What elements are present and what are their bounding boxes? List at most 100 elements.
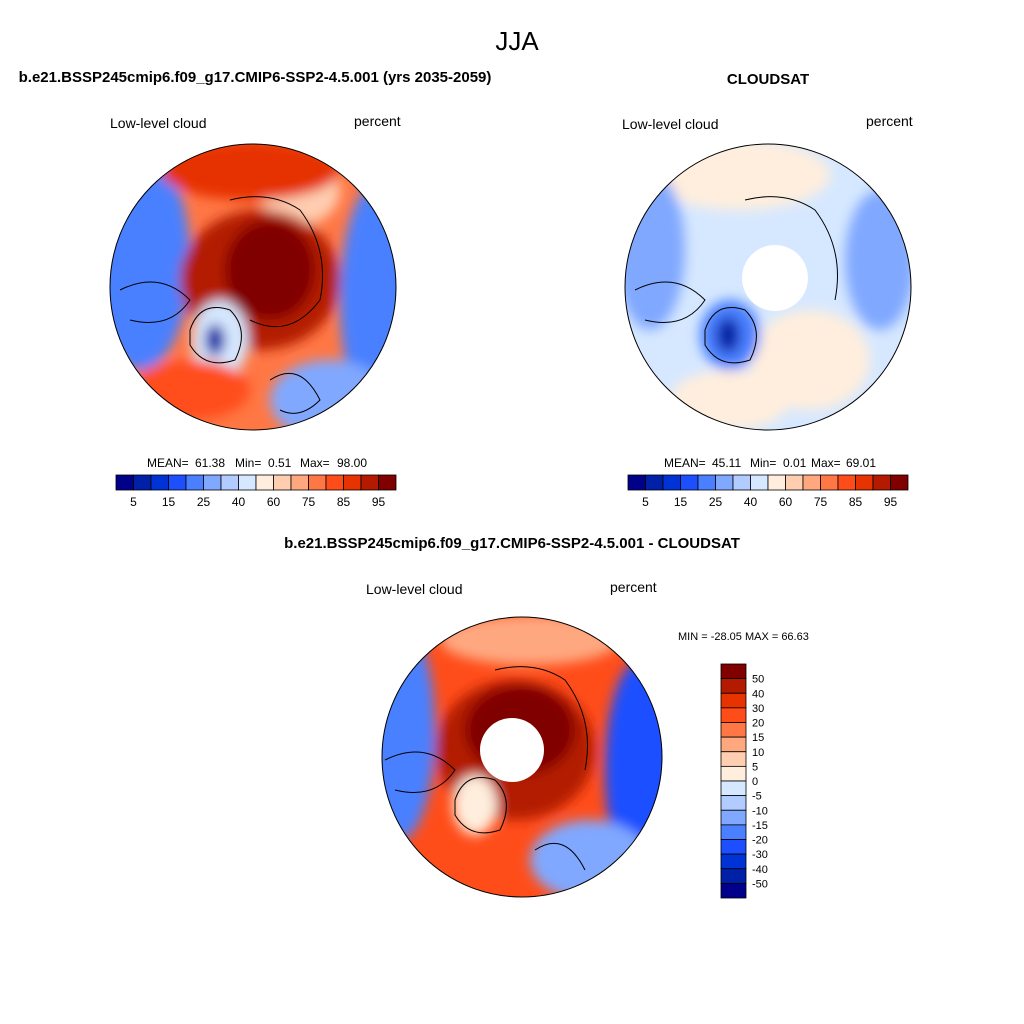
colorbar-tick-label: 75 <box>302 495 316 509</box>
colorbar-tick-label: -50 <box>752 878 768 890</box>
right-label: percent <box>610 579 657 595</box>
left-label: Low-level cloud <box>110 115 207 131</box>
left-label: Low-level cloud <box>366 581 463 597</box>
colorbar-tick-label: 15 <box>162 495 176 509</box>
figure-title: JJA <box>495 26 539 56</box>
colorbar-box <box>360 474 379 491</box>
colorbar-tick-label: 50 <box>752 674 764 686</box>
colorbar-tick-label: 85 <box>337 495 351 509</box>
colorbar-box <box>720 882 747 899</box>
colorbar-tick-label: -20 <box>752 835 768 847</box>
panel-model: b.e21.BSSP245cmip6.f09_g17.CMIP6-SSP2-4.… <box>19 69 492 509</box>
colorbar-box <box>325 474 344 491</box>
panel-cloudsat: CLOUDSAT Low-level cloud percent M <box>622 71 913 509</box>
colorbar-box <box>720 707 747 723</box>
svg-text:45.11: 45.11 <box>712 456 741 470</box>
colorbar-tick-label: 95 <box>372 495 386 509</box>
colorbar-box <box>720 751 747 767</box>
colorbar-tick-label: 60 <box>779 495 793 509</box>
polar-map <box>110 144 396 430</box>
left-label: Low-level cloud <box>622 116 719 132</box>
min-max-text: MIN = -28.05 MAX = 66.63 <box>678 631 809 643</box>
colorbar-tick-label: 30 <box>752 703 764 715</box>
colorbar-box <box>855 474 874 491</box>
colorbar-tick-label: -40 <box>752 864 768 876</box>
svg-text:Max=: Max= <box>811 456 841 470</box>
colorbar-box <box>720 692 747 709</box>
colorbar-tick-label: 15 <box>674 495 688 509</box>
colorbar-box <box>720 824 747 840</box>
colorbar-box <box>720 780 747 797</box>
svg-text:98.00: 98.00 <box>337 456 367 470</box>
colorbar-box <box>378 474 397 491</box>
colorbar-box <box>185 474 204 491</box>
colorbar-tick-label: -10 <box>752 805 768 817</box>
colorbar-tick-label: 40 <box>232 495 246 509</box>
colorbar-tick-label: 85 <box>849 495 863 509</box>
colorbar-tick-label: 25 <box>709 495 723 509</box>
colorbar-box <box>820 474 839 491</box>
colorbar-box <box>680 474 699 491</box>
colorbar-tick-label: 25 <box>197 495 211 509</box>
colorbar-tick-label: 95 <box>884 495 898 509</box>
colorbar-box <box>720 663 747 680</box>
colorbar-box <box>343 474 362 491</box>
polar-map <box>625 144 911 430</box>
colorbar-tick-label: -5 <box>752 791 762 803</box>
colorbar-box <box>115 474 134 491</box>
colorbar-tick-label: 20 <box>752 718 764 730</box>
svg-text:MEAN=: MEAN= <box>664 456 706 470</box>
colorbar-box <box>290 474 309 491</box>
svg-text:0.51: 0.51 <box>268 456 292 470</box>
colorbar-tick-label: 15 <box>752 732 764 744</box>
colorbar-box <box>168 474 187 491</box>
colorbar-box <box>645 474 664 491</box>
panel-difference: b.e21.BSSP245cmip6.f09_g17.CMIP6-SSP2-4.… <box>284 535 809 899</box>
colorbar: 5 15 25 40 60 75 85 95 <box>627 474 909 509</box>
colorbar-box <box>720 765 747 782</box>
colorbar-box <box>720 736 747 753</box>
svg-text:0.01: 0.01 <box>783 456 807 470</box>
colorbar-box <box>720 839 747 855</box>
colorbar-box <box>255 474 274 491</box>
colorbar-box <box>750 474 769 491</box>
colorbar-tick-label: 40 <box>744 495 758 509</box>
colorbar-tick-label: -30 <box>752 849 768 861</box>
colorbar-box <box>837 474 856 491</box>
right-label: percent <box>866 113 913 129</box>
colorbar-box <box>220 474 239 491</box>
colorbar-box <box>720 853 747 870</box>
colorbar-box <box>273 474 292 491</box>
colorbar-box <box>627 474 646 491</box>
stats: MEAN= 61.38 Min= 0.51 Max= 98.00 <box>147 456 367 470</box>
colorbar-box <box>767 474 786 491</box>
colorbar-box <box>238 474 257 491</box>
panel-title: b.e21.BSSP245cmip6.f09_g17.CMIP6-SSP2-4.… <box>19 69 492 86</box>
colorbar-box <box>203 474 222 491</box>
colorbar-box <box>715 474 734 491</box>
colorbar-box <box>150 474 169 491</box>
colorbar-box <box>720 868 747 884</box>
colorbar-tick-label: 40 <box>752 688 764 700</box>
colorbar-tick-label: 5 <box>642 495 649 509</box>
colorbar-tick-label: 10 <box>752 747 764 759</box>
colorbar-tick-label: -15 <box>752 820 768 832</box>
panel-title: CLOUDSAT <box>727 71 809 88</box>
colorbar: 5 15 25 40 60 75 85 95 <box>115 474 397 509</box>
colorbar-box <box>720 795 747 811</box>
colorbar-tick-label: 60 <box>267 495 281 509</box>
svg-text:Min=: Min= <box>750 456 776 470</box>
colorbar-box <box>732 474 751 491</box>
colorbar-box <box>872 474 891 491</box>
svg-text:Min=: Min= <box>235 456 261 470</box>
right-label: percent <box>354 113 401 129</box>
colorbar-tick-label: 0 <box>752 776 758 788</box>
svg-text:MEAN=: MEAN= <box>147 456 189 470</box>
panel-title: b.e21.BSSP245cmip6.f09_g17.CMIP6-SSP2-4.… <box>284 535 740 552</box>
colorbar-box <box>720 678 747 694</box>
svg-text:69.01: 69.01 <box>846 456 876 470</box>
colorbar-tick-label: 5 <box>752 761 758 773</box>
colorbar-box <box>720 722 747 738</box>
